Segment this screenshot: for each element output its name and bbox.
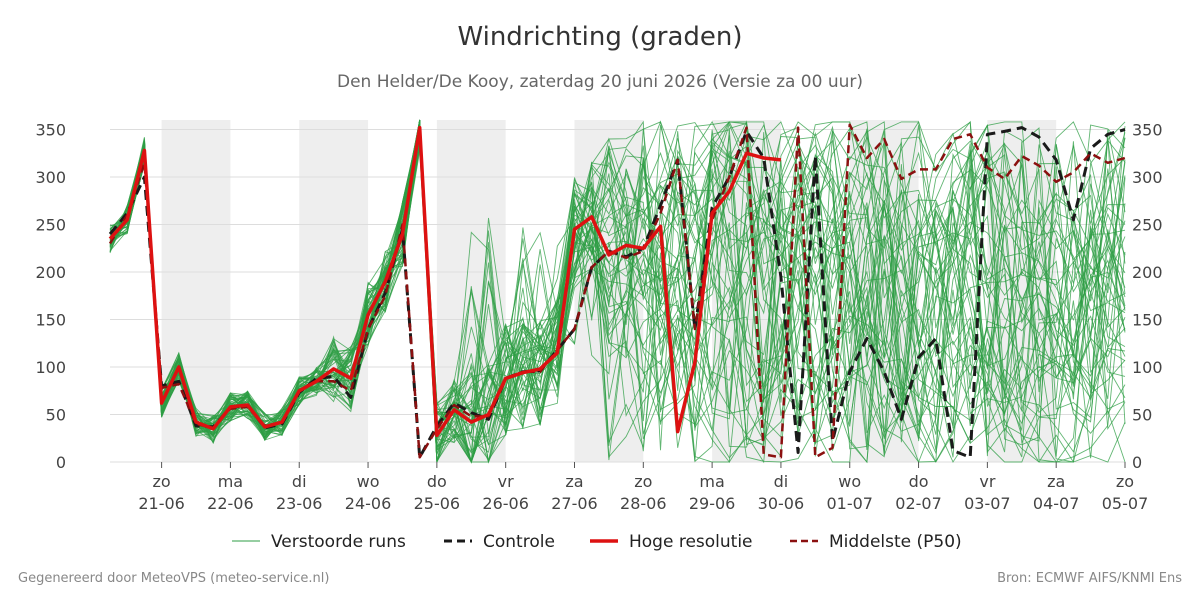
x-tick-date-23-06: 23-06 [276,494,323,513]
x-tick-date-01-07: 01-07 [826,494,873,513]
footer-source: Bron: ECMWF AIFS/KNMI Ens [997,571,1182,586]
y-axis-left: 0 50 100 150 200 250 300 350 [35,121,66,473]
y-tick-label-right-150: 150 [1132,311,1163,330]
perturbed-run-line-40 [109,121,1126,464]
chart-title: Windrichting (graden) [457,22,743,52]
x-tick-date-27-06: 27-06 [551,494,598,513]
perturbed-run-line-18 [109,126,1126,463]
x-tick-date-05-07: 05-07 [1102,494,1149,513]
x-tick-day-03-07: vr [979,472,995,491]
legend-label-control: Controle [483,532,555,552]
y-tick-label-right-300: 300 [1132,168,1163,187]
x-tick-date-28-06: 28-06 [620,494,667,513]
x-tick-date-26-06: 26-06 [482,494,529,513]
footer-generator: Gegenereerd door MeteoVPS (meteo-service… [18,571,330,586]
legend-label-hires: Hoge resolutie [629,532,753,552]
perturbed-run-line-14 [109,127,1126,461]
y-tick-label-right-350: 350 [1132,121,1163,140]
perturbed-run-line-50 [109,119,1126,463]
y-tick-label-right-250: 250 [1132,216,1163,235]
y-tick-label-left-200: 200 [35,263,66,282]
y-tick-label-left-150: 150 [35,311,66,330]
chart-subtitle: Den Helder/De Kooy, zaterdag 20 juni 202… [336,72,864,92]
legend: Verstoorde runs Controle Hoge resolutie Mid… [232,532,962,552]
y-tick-label-left-100: 100 [35,358,66,377]
perturbed-run-line-39 [109,119,1126,452]
y-tick-label-right-100: 100 [1132,358,1163,377]
x-axis: zo 21-06 ma 22-06 di 23-06 wo 24-06 do 25-06 vr 26-… [138,462,1148,513]
x-tick-day-01-07: wo [838,472,861,491]
y-tick-label-left-0: 0 [56,453,66,472]
y-tick-label-left-350: 350 [35,121,66,140]
x-tick-date-22-06: 22-06 [207,494,254,513]
x-tick-day-27-06: za [565,472,583,491]
x-tick-date-30-06: 30-06 [758,494,805,513]
x-tick-date-21-06: 21-06 [138,494,185,513]
x-tick-day-25-06: do [427,472,447,491]
x-tick-date-29-06: 29-06 [689,494,736,513]
night-band-1 [299,120,369,462]
x-tick-day-02-07: do [909,472,929,491]
x-tick-day-29-06: ma [699,472,724,491]
y-tick-label-right-200: 200 [1132,263,1163,282]
perturbed-run-line-23 [109,135,1126,464]
x-tick-date-25-06: 25-06 [414,494,461,513]
main-series [108,123,1126,459]
x-tick-day-21-06: zo [153,472,171,491]
x-tick-date-04-07: 04-07 [1033,494,1080,513]
y-tick-label-left-250: 250 [35,216,66,235]
x-tick-day-05-07: zo [1116,472,1134,491]
perturbed-run-line-9 [109,121,1126,464]
x-tick-day-24-06: wo [357,472,380,491]
y-tick-label-left-50: 50 [46,406,66,425]
y-tick-label-right-50: 50 [1132,406,1152,425]
x-tick-date-02-07: 02-07 [895,494,942,513]
y-tick-label-right-0: 0 [1132,453,1142,472]
perturbed-run-line-47 [109,121,1126,464]
perturbed-run-line-46 [109,119,1126,464]
y-tick-label-left-300: 300 [35,168,66,187]
y-axis-right: 0 50 100 150 200 250 300 350 [1132,121,1163,473]
x-tick-day-22-06: ma [218,472,243,491]
x-tick-day-30-06: di [774,472,789,491]
x-tick-date-03-07: 03-07 [964,494,1011,513]
perturbed-run-line-42 [109,119,1126,464]
x-tick-date-24-06: 24-06 [345,494,392,513]
legend-label-members: Verstoorde runs [271,532,406,552]
control-series-line [108,126,1126,459]
legend-label-median: Middelste (P50) [829,532,962,552]
hires-series-line [108,125,782,438]
x-tick-day-26-06: vr [498,472,514,491]
x-tick-day-23-06: di [292,472,307,491]
x-tick-day-28-06: zo [634,472,652,491]
perturbed-run-line-30 [109,129,1126,464]
x-tick-day-04-07: za [1047,472,1065,491]
perturbed-run-line-21 [109,120,1126,451]
